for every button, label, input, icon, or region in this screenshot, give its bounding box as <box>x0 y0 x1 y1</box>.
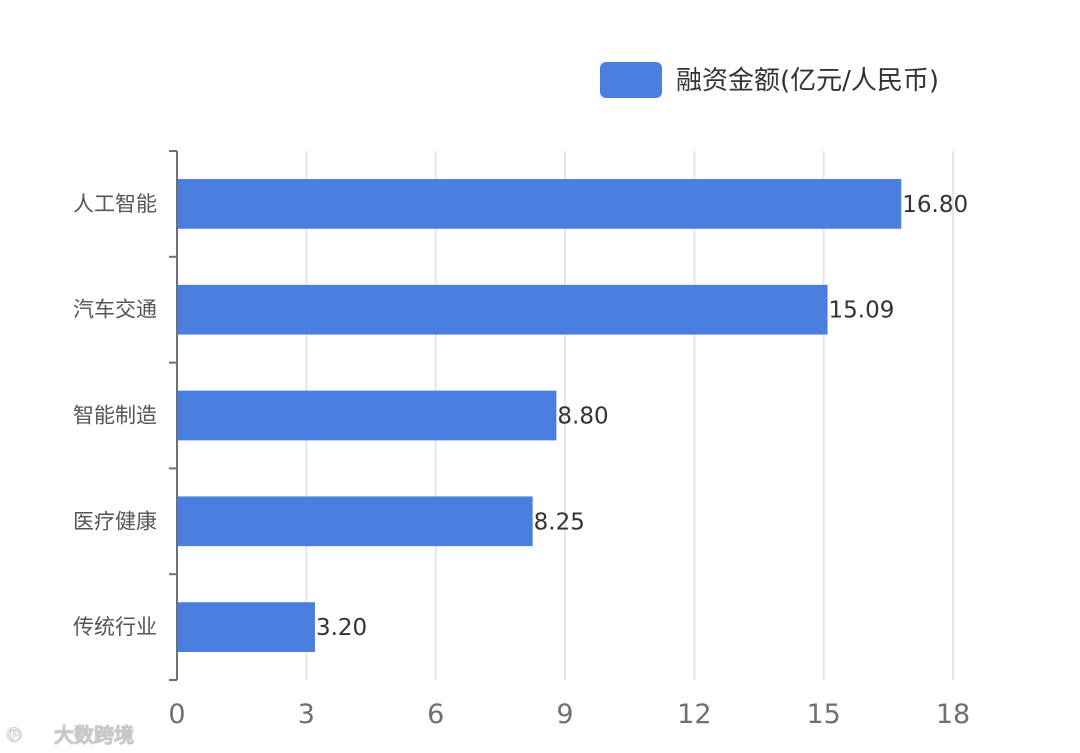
legend-swatch <box>600 62 662 98</box>
x-tick-label: 12 <box>677 699 711 730</box>
x-tick-label: 18 <box>936 699 970 730</box>
watermark-logo-icon: ℗ <box>4 723 24 747</box>
bar <box>177 496 533 547</box>
watermark: ℗ 大数跨境 <box>4 723 135 748</box>
value-labels: 16.80 15.09 8.80 8.25 3.20 <box>316 192 968 641</box>
x-tick-label: 0 <box>168 699 185 730</box>
category-label: 传统行业 <box>73 615 157 639</box>
value-label: 8.25 <box>534 509 585 535</box>
value-label: 3.20 <box>316 615 367 641</box>
category-label: 汽车交通 <box>73 298 157 322</box>
category-label: 人工智能 <box>73 192 157 216</box>
grid-lines <box>305 151 954 680</box>
y-axis <box>169 150 178 681</box>
x-tick-labels: 0 3 6 9 12 15 18 <box>168 699 970 730</box>
category-label: 智能制造 <box>73 404 157 428</box>
value-label: 15.09 <box>829 298 895 324</box>
value-label: 8.80 <box>557 404 608 430</box>
x-tick-label: 3 <box>298 699 315 730</box>
value-label: 16.80 <box>902 192 968 218</box>
legend[interactable]: 融资金额(亿元/人民币) <box>600 62 939 98</box>
legend-label: 融资金额(亿元/人民币) <box>676 66 939 96</box>
x-tick-label: 15 <box>806 699 840 730</box>
x-tick-label: 9 <box>556 699 573 730</box>
x-tick-label: 6 <box>427 699 444 730</box>
bar <box>177 390 557 441</box>
bar <box>177 602 315 652</box>
bars <box>177 179 902 652</box>
category-label: 医疗健康 <box>73 509 157 533</box>
bar <box>177 179 902 229</box>
bar <box>177 284 828 335</box>
watermark-text: 大数跨境 <box>54 723 134 747</box>
